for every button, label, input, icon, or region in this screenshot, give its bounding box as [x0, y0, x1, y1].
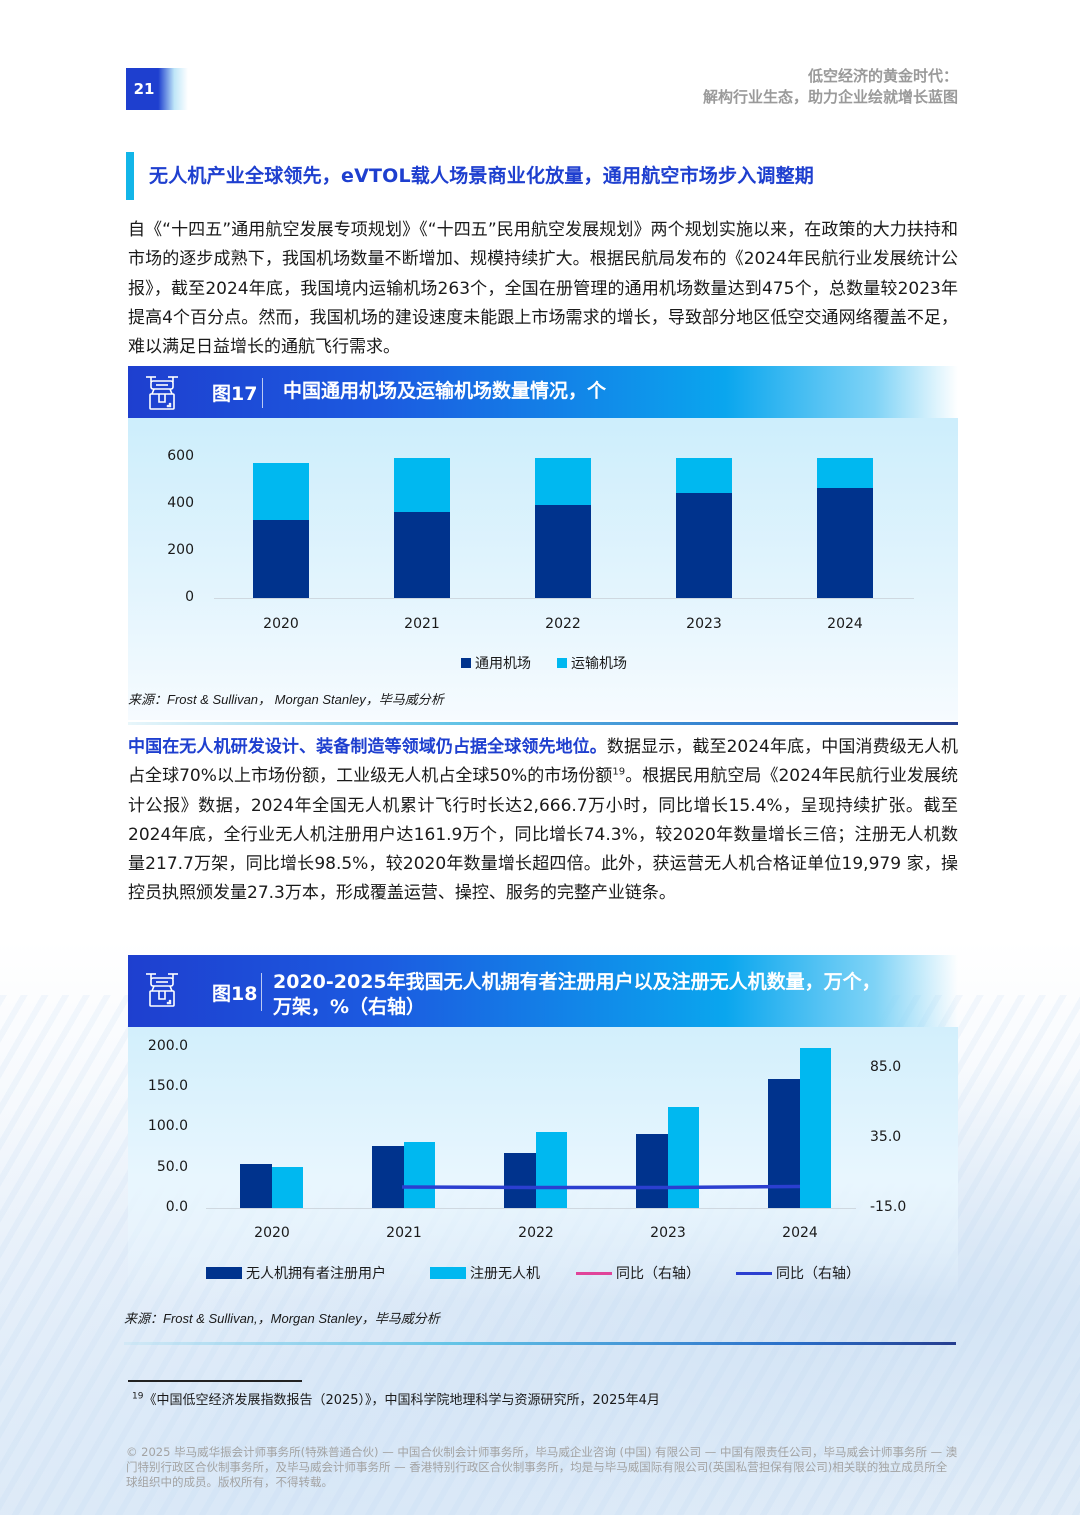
- body-paragraph-2: 中国在无人机研发设计、装备制造等领域仍占据全球领先地位。数据显示，截至2024年…: [128, 733, 958, 909]
- body-paragraph-1: 自《“十四五”通用航空发展专项规划》《“十四五”民用航空发展规划》两个规划实施以…: [128, 220, 958, 358]
- paragraph-body-part2: 。根据民用航空局《2024年民航行业发展统计公报》数据，2024年全国无人机累计…: [128, 766, 959, 904]
- legend-label: 同比（右轴）: [616, 1266, 700, 1282]
- footnote-number: 19: [132, 1391, 144, 1402]
- y-tick-600: 600: [167, 448, 194, 464]
- legend-label: 同比（右轴）: [776, 1266, 860, 1282]
- bar-users-2022: [504, 1153, 536, 1208]
- legend-transport-airport: 运输机场: [557, 653, 627, 673]
- section-title-accent-bar: [126, 152, 134, 200]
- x-tick-2021: 2021: [404, 616, 440, 632]
- y-left-tick-100: 100.0: [147, 1118, 188, 1134]
- page-number: 21: [133, 80, 155, 98]
- x-tick-2021: 2021: [386, 1225, 422, 1241]
- y-left-tick-50: 50.0: [156, 1159, 188, 1175]
- figure17-title: 中国通用机场及运输机场数量情况，个: [283, 380, 607, 402]
- bar-transport-2021: [394, 458, 450, 512]
- bar-general-2023: [676, 493, 732, 598]
- legend-line-pink: [576, 1271, 612, 1275]
- bar-general-2020: [253, 520, 309, 598]
- bar-users-2023: [636, 1134, 668, 1208]
- legend-swatch-light: [430, 1267, 466, 1279]
- footnote: 19《中国低空经济发展指数报告（2025）》，中国科学院地理科学与资源研究所，2…: [132, 1389, 660, 1408]
- bar-transport-2020: [253, 463, 309, 520]
- y-right-tick-85: 85.0: [870, 1059, 902, 1075]
- figure17-number: 图17: [212, 383, 258, 405]
- y-right-tick-neg15: -15.0: [870, 1199, 907, 1215]
- bar-drones-2024: [800, 1048, 831, 1208]
- figure17-header: 图17 中国通用机场及运输机场数量情况，个: [128, 366, 958, 418]
- figure17-source: 来源：Frost & Sullivan， Morgan Stanley，毕马威分…: [128, 692, 444, 707]
- footnote-text: 《中国低空经济发展指数报告（2025）》，中国科学院地理科学与资源研究所，202…: [143, 1393, 660, 1408]
- figure18-divider: [124, 1342, 956, 1345]
- figure17-chart: 600 400 200 0 2020 2021 2022 2023 2024 通…: [128, 418, 958, 720]
- section-title: 无人机产业全球领先，eVTOL载人场景商业化放量，通用航空市场步入调整期: [149, 165, 815, 187]
- footnote-divider: [128, 1380, 302, 1382]
- legend-label: 无人机拥有者注册用户: [246, 1266, 386, 1282]
- y-left-tick-0: 0.0: [165, 1199, 188, 1215]
- x-tick-2023: 2023: [650, 1225, 686, 1241]
- paragraph-lead-sentence: 中国在无人机研发设计、装备制造等领域仍占据全球领先地位。: [128, 737, 607, 757]
- figure18-title-line1: 2020-2025年我国无人机拥有者注册用户以及注册无人机数量，万个，: [273, 971, 881, 993]
- x-axis-line: [206, 1208, 856, 1209]
- x-tick-2022: 2022: [545, 616, 581, 632]
- legend-yoy-blue: 同比（右轴）: [736, 1263, 860, 1283]
- drone-delivery-icon: [146, 973, 178, 1007]
- legend-label: 运输机场: [571, 656, 627, 672]
- legend-line-blue: [736, 1271, 772, 1275]
- x-tick-2020: 2020: [254, 1225, 290, 1241]
- x-tick-2020: 2020: [263, 616, 299, 632]
- bar-users-2020: [240, 1164, 272, 1208]
- figure17-separator: [262, 378, 263, 408]
- y-left-tick-200: 200.0: [147, 1038, 188, 1054]
- figure18-chart: 200.0 150.0 100.0 50.0 0.0 85.0 35.0 -15…: [128, 1027, 958, 1302]
- x-tick-2024: 2024: [782, 1225, 818, 1241]
- bar-drones-2022: [536, 1132, 567, 1208]
- legend-swatch-dark: [461, 658, 471, 668]
- bar-general-2022: [535, 505, 591, 598]
- legend-swatch-dark: [206, 1267, 242, 1279]
- bar-transport-2024: [817, 458, 873, 488]
- y-tick-200: 200: [167, 542, 194, 558]
- bar-drones-2021: [404, 1142, 435, 1208]
- legend-label: 通用机场: [475, 656, 531, 672]
- y-tick-0: 0: [185, 589, 194, 605]
- figure18-title-line2: 万架，%（右轴）: [273, 996, 426, 1018]
- bar-general-2024: [817, 488, 873, 598]
- legend-swatch-light: [557, 658, 567, 668]
- legend-registered-drones: 注册无人机: [430, 1263, 540, 1283]
- drone-delivery-icon: [146, 376, 178, 410]
- bar-drones-2023: [668, 1107, 699, 1208]
- page-number-badge: 21: [126, 68, 188, 110]
- copyright-notice: © 2025 毕马威华振会计师事务所(特殊普通合伙) — 中国合伙制会计师事务所…: [126, 1445, 958, 1489]
- figure18-header: 图18 2020-2025年我国无人机拥有者注册用户以及注册无人机数量，万个， …: [128, 955, 958, 1027]
- yoy-line-blue: [401, 1184, 801, 1190]
- legend-yoy-pink: 同比（右轴）: [576, 1263, 700, 1283]
- bar-transport-2023: [676, 458, 732, 493]
- footnote-ref[interactable]: 19: [612, 766, 626, 778]
- figure17-divider: [128, 722, 958, 725]
- y-tick-400: 400: [167, 495, 194, 511]
- y-left-tick-150: 150.0: [147, 1078, 188, 1094]
- legend-general-airport: 通用机场: [461, 653, 531, 673]
- document-title: 低空经济的黄金时代： 解构行业生态，助力企业绘就增长蓝图: [703, 66, 958, 108]
- x-tick-2023: 2023: [686, 616, 722, 632]
- document-title-line1: 低空经济的黄金时代：: [807, 67, 958, 85]
- legend-registered-users: 无人机拥有者注册用户: [206, 1263, 386, 1283]
- document-title-line2: 解构行业生态，助力企业绘就增长蓝图: [702, 88, 958, 106]
- bar-drones-2020: [272, 1167, 303, 1208]
- figure18-source: 来源：Frost & Sullivan,，Morgan Stanley，毕马威分…: [124, 1311, 440, 1326]
- bar-general-2021: [394, 512, 450, 598]
- figure18-separator: [261, 973, 262, 1011]
- figure18-number: 图18: [212, 983, 258, 1005]
- y-right-tick-35: 35.0: [870, 1129, 902, 1145]
- yoy-line-chart: [401, 1184, 801, 1190]
- x-axis-line: [214, 598, 914, 599]
- paragraph-body-part1: 数据显示，截至2024年底，中国消费级无人机占全球70%以上市场份额，工业级无人…: [128, 737, 959, 787]
- x-tick-2022: 2022: [518, 1225, 554, 1241]
- x-tick-2024: 2024: [827, 616, 863, 632]
- figure18-title: 2020-2025年我国无人机拥有者注册用户以及注册无人机数量，万个， 万架，%…: [273, 970, 881, 1020]
- bar-transport-2022: [535, 458, 591, 505]
- legend-label: 注册无人机: [470, 1266, 540, 1282]
- bar-users-2021: [372, 1146, 404, 1208]
